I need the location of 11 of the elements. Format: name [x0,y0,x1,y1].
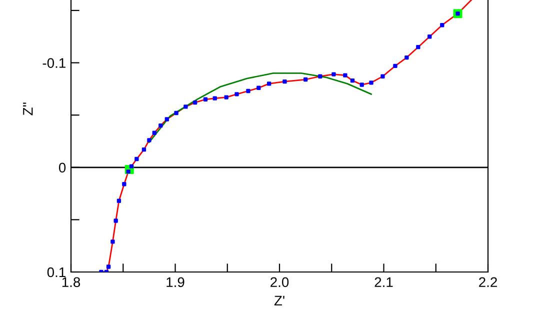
line-series [148,72,372,143]
x-axis-title: Z' [274,296,284,306]
y-tick-label: 0.1 [47,267,66,278]
x-tick-label: 2.1 [374,277,393,287]
y-axis-title: Z'' [23,102,33,116]
x-tick-label: 1.9 [166,277,184,288]
y-tick-label: -0.1 [42,58,66,68]
x-tick-label: 2.0 [270,277,289,288]
x-tick-label: 2.2 [479,277,497,287]
x-tick-label: 1.8 [62,277,80,288]
y-tick-label: 0 [58,162,66,173]
